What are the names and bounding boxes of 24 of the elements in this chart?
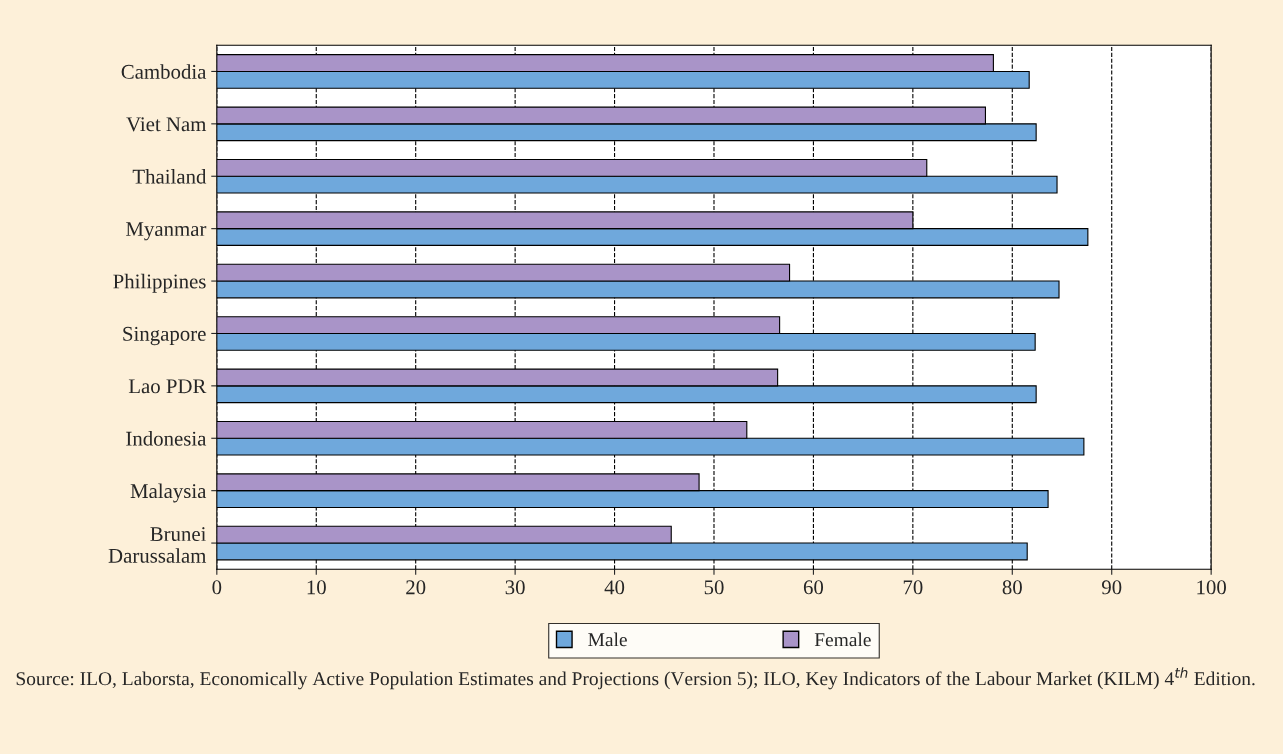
y-tick-label: Brunei Darussalam [108,527,207,563]
y-tick-label: Thailand [132,169,207,184]
x-tick-label: 70 [903,580,923,595]
y-tick-label: Viet Nam [126,117,207,132]
x-tick-label: 20 [406,580,426,595]
x-tick-label: 60 [803,580,824,595]
y-tick-label: Indonesia [126,431,207,446]
x-tick-label: 80 [1002,580,1022,595]
x-tick-label: 100 [1197,580,1226,595]
source-note: Source: ILO, Laborsta, Economically Active Population Estimates and Projections (Version 5); ILO, Key Indicators of the Labour Market (KILM) 4$^{th}$ Edition. [16,667,1255,690]
x-tick-label: 30 [505,580,525,595]
legend-label: Male [588,632,627,647]
y-tick-label: Cambodia [121,64,207,79]
x-tick-label: 40 [604,580,625,595]
legend-label: Female [814,632,871,647]
y-tick-label: Malaysia [130,483,207,503]
x-tick-label: 0 [212,580,222,595]
x-tick-label: 90 [1101,580,1122,595]
y-tick-label: Myanmar [126,222,207,241]
y-tick-label: Singapore [123,326,206,346]
x-tick-label: 10 [307,580,326,595]
y-tick-label: Philippines [113,273,206,293]
x-tick-label: 50 [704,580,724,595]
y-tick-label: Lao PDR [128,379,207,394]
